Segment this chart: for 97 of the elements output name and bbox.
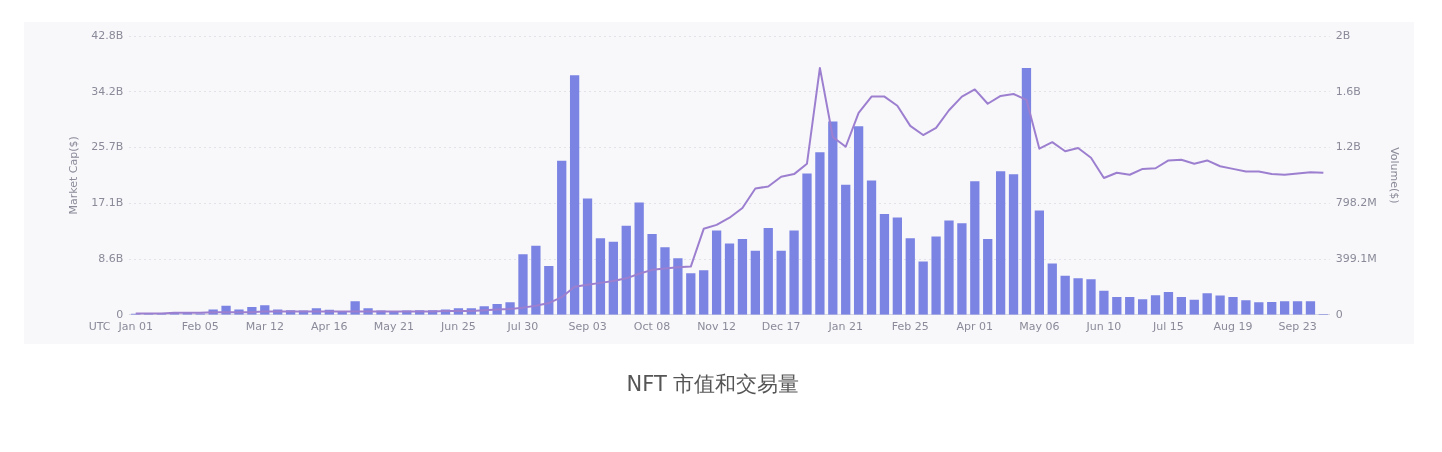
- bar: [557, 160, 567, 315]
- x-axis-title: UTC: [88, 320, 111, 334]
- bar: [789, 230, 799, 315]
- x-tick-label: Feb 05: [181, 320, 219, 334]
- bar: [1060, 275, 1070, 315]
- bar: [828, 121, 838, 315]
- bar: [802, 173, 812, 315]
- bar: [711, 230, 722, 315]
- x-tick-label: May 06: [1019, 320, 1060, 334]
- bar: [518, 254, 528, 315]
- y-tick-label: 0: [116, 307, 124, 321]
- bar: [866, 180, 877, 315]
- x-tick-label: Sep 03: [568, 320, 607, 334]
- bar: [1047, 263, 1057, 315]
- bar: [1215, 295, 1225, 315]
- x-tick-label: May 21: [373, 320, 415, 334]
- bar: [905, 238, 915, 315]
- bar: [983, 238, 993, 315]
- bar: [595, 238, 606, 315]
- x-tick-label: Apr 16: [311, 320, 348, 334]
- bar: [944, 220, 954, 315]
- bar: [1112, 297, 1122, 315]
- bar: [544, 266, 554, 315]
- bar: [1021, 68, 1032, 315]
- bar: [776, 250, 786, 315]
- x-tick-label: Nov 12: [697, 320, 737, 334]
- bar: [608, 241, 618, 315]
- bar: [1150, 295, 1161, 315]
- x-tick-label: Jan 01: [117, 320, 153, 334]
- bar: [1189, 299, 1199, 315]
- y-tick-label: 25.7B: [91, 140, 124, 154]
- y2-tick-label: 1.2B: [1335, 140, 1361, 154]
- bar: [763, 227, 773, 315]
- bar: [918, 261, 928, 315]
- bar: [660, 247, 670, 315]
- y2-tick-label: 1.6B: [1335, 84, 1361, 98]
- bar: [531, 245, 541, 315]
- x-tick-label: Dec 17: [761, 320, 801, 334]
- x-tick-label: Jul 30: [506, 320, 539, 334]
- y-axis-title: Market Cap($): [67, 136, 81, 215]
- bar: [686, 273, 696, 315]
- bar: [1073, 278, 1083, 315]
- bar: [1254, 302, 1264, 315]
- bar: [621, 225, 631, 315]
- x-tick-label: Feb 25: [891, 320, 929, 334]
- bar: [931, 236, 941, 315]
- bar: [815, 152, 825, 315]
- bar: [647, 234, 657, 315]
- bar: [1086, 279, 1096, 315]
- y2-tick-label: 399.1M: [1335, 251, 1377, 265]
- bar: [957, 223, 967, 315]
- bar: [737, 238, 748, 315]
- bar: [1099, 290, 1109, 315]
- x-tick-label: Jul 15: [1152, 320, 1184, 334]
- bar: [1163, 292, 1174, 315]
- bar: [1034, 210, 1044, 315]
- bar: [1305, 301, 1316, 315]
- x-tick-label: Jun 25: [440, 320, 476, 334]
- bar: [582, 198, 593, 315]
- bar: [634, 202, 644, 315]
- bar: [1202, 293, 1212, 315]
- x-tick-label: Oct 08: [633, 320, 671, 334]
- y-tick-label: 34.2B: [91, 84, 124, 98]
- y-tick-label: 17.1B: [91, 196, 124, 210]
- bar: [879, 214, 890, 315]
- bar: [1137, 299, 1148, 315]
- y2-tick-label: 2B: [1335, 28, 1351, 42]
- x-tick-label: Jun 10: [1085, 320, 1122, 334]
- bar: [1267, 301, 1277, 315]
- bar: [699, 270, 709, 315]
- bar: [892, 217, 902, 315]
- bar: [1008, 174, 1019, 315]
- bar: [1176, 297, 1187, 315]
- bar: [673, 258, 683, 315]
- bar: [724, 243, 735, 315]
- y-tick-label: 42.8B: [91, 28, 124, 42]
- text: NFT 市值和交易量: [625, 371, 801, 398]
- bar: [853, 126, 864, 315]
- x-tick-label: Mar 12: [245, 320, 284, 334]
- x-tick-label: Aug 19: [1213, 320, 1253, 334]
- bar: [1241, 300, 1251, 315]
- y2-axis-title: Volume($): [1387, 147, 1401, 204]
- bar: [569, 75, 580, 315]
- bar: [970, 181, 980, 315]
- bar: [1228, 297, 1238, 315]
- bar: [1279, 301, 1290, 315]
- bar: [1292, 301, 1303, 315]
- y2-tick-label: 0: [1335, 307, 1343, 321]
- bar: [995, 171, 1006, 315]
- bar: [750, 250, 760, 315]
- x-tick-label: Jan 21: [827, 320, 863, 334]
- y2-tick-label: 798.2M: [1335, 196, 1377, 210]
- x-tick-label: Apr 01: [956, 320, 994, 334]
- x-tick-label: Sep 23: [1278, 320, 1317, 334]
- bar: [1125, 297, 1135, 315]
- y-tick-label: 8.6B: [98, 251, 124, 265]
- bar: [841, 184, 851, 315]
